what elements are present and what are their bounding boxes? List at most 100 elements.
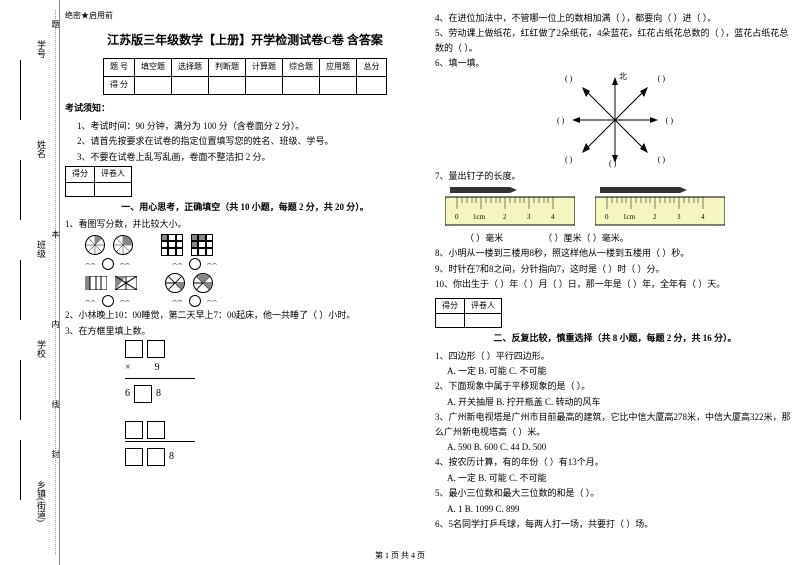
cell: 得分 <box>436 298 465 314</box>
digit: 9 <box>155 360 160 376</box>
fraction-grid <box>191 234 213 256</box>
svg-text:4: 4 <box>551 213 555 221</box>
marker: 内 <box>50 320 61 328</box>
cell: 评卷人 <box>95 167 132 183</box>
notice-item: 2、请首先按要求在试卷的指定位置填写您的姓名、班级、学号。 <box>65 134 425 148</box>
confidential-label: 绝密★启用前 <box>65 10 425 23</box>
svg-text:0: 0 <box>455 213 459 221</box>
compare-row: ⌢⌢⌢⌢ ⌢⌢⌢⌢ <box>85 258 425 271</box>
multiplication-problem: × 9 6 8 8 <box>125 340 425 466</box>
q5: 5、劳动课上做纸花，红红做了2朵纸花，4朵蓝花，红花占纸花总数的（ ），蓝花占纸… <box>435 26 795 55</box>
digit: 6 <box>125 386 130 402</box>
q2: 2、小林晚上10：00睡觉，第二天早上7：00起床，他一共睡了（ ）小时。 <box>65 308 425 322</box>
right-column: 4、在进位加法中，不管哪一位上的数相加满（ ），都要向（ ）进（ ）。 5、劳动… <box>435 10 795 532</box>
cell: 得分 <box>66 167 95 183</box>
cell: 得 分 <box>104 76 135 94</box>
ruler-answer-2: （ ）厘米（ ）毫米。 <box>543 231 629 245</box>
s2q1-opts: A. 一定 B. 可能 C. 不可能 <box>435 364 795 378</box>
cell: 题 号 <box>104 58 135 76</box>
table-row: 题 号 填空题 选择题 判断题 计算题 综合题 应用题 总分 <box>104 58 387 76</box>
page-footer: 第 1 页 共 4 页 <box>0 550 800 561</box>
s2q4-opts: A. 一定 B. 可能 C. 不可能 <box>435 471 795 485</box>
compare-row: ⌢⌢⌢⌢ ⌢⌢⌢⌢ <box>85 295 425 308</box>
digit: 8 <box>169 449 174 465</box>
cell: 填空题 <box>135 58 172 76</box>
marker: 封 <box>50 450 61 458</box>
fraction-circle <box>85 235 105 255</box>
fraction-circle <box>193 273 213 293</box>
q10: 10、你出生于（ ）年（ ）月（ ）日，那一年是（ ）年，全年有（ ）天。 <box>435 277 795 291</box>
svg-text:1cm: 1cm <box>473 213 486 221</box>
cell: 计算题 <box>246 58 283 76</box>
blank: ( ) <box>666 115 673 128</box>
cell: 总分 <box>357 58 387 76</box>
s2q2: 2、下面现象中属于平移现象的是（ ）。 <box>435 379 795 393</box>
score-table: 题 号 填空题 选择题 判断题 计算题 综合题 应用题 总分 得 分 <box>103 58 387 95</box>
s2q6: 6、5名同学打乒乓球，每两人打一场，共要打（ ）场。 <box>435 517 795 531</box>
svg-text:2: 2 <box>653 213 657 221</box>
blank: ( ) <box>565 73 572 86</box>
table-row: 得 分 <box>104 76 387 94</box>
mult-sign: × <box>125 360 131 376</box>
svg-text:2: 2 <box>503 213 507 221</box>
sidebar-line <box>20 160 21 220</box>
marker: 题 <box>50 20 61 28</box>
ruler-row: 0 1cm 2 3 4 0 1cm 2 3 4 <box>445 187 795 227</box>
marker: 线 <box>50 400 61 408</box>
svg-text:3: 3 <box>527 213 531 221</box>
scorer-table: 得分评卷人 <box>435 298 502 329</box>
sidebar-label: 学校 <box>35 340 48 358</box>
ruler-answer-1: （ ）毫米 <box>465 231 503 245</box>
sidebar-line <box>20 440 21 500</box>
q3: 3、在方框里填上数。 <box>65 324 425 338</box>
cell: 判断题 <box>209 58 246 76</box>
compass-north: 北 <box>619 71 627 84</box>
svg-text:4: 4 <box>701 213 705 221</box>
svg-text:3: 3 <box>677 213 681 221</box>
s2q4: 4、按农历计算，有的年份（ ）有13个月。 <box>435 455 795 469</box>
s2q2-opts: A. 开关抽屉 B. 拧开瓶盖 C. 转动的风车 <box>435 395 795 409</box>
q6: 6、填一填。 <box>435 56 795 70</box>
left-column: 绝密★启用前 江苏版三年级数学【上册】开学检测试卷C卷 含答案 题 号 填空题 … <box>65 10 425 532</box>
digit: 8 <box>156 386 161 402</box>
binding-sidebar: 学号 姓名 班级 学校 乡镇(街道) 题 本 内 线 封 <box>0 0 60 565</box>
q4: 4、在进位加法中，不管哪一位上的数相加满（ ），都要向（ ）进（ ）。 <box>435 11 795 25</box>
blank: ( ) <box>565 154 572 167</box>
sidebar-line <box>20 360 21 420</box>
q8: 8、小明从一楼到三楼用8秒，照这样他从一楼到五楼用（ ）秒。 <box>435 246 795 260</box>
sidebar-line <box>20 260 21 320</box>
blank: ( ) <box>557 115 564 128</box>
exam-title: 江苏版三年级数学【上册】开学检测试卷C卷 含答案 <box>65 31 425 50</box>
section1-title: 一、用心思考，正确填空（共 10 小题，每题 2 分，共 20 分）。 <box>65 200 425 214</box>
fraction-rect <box>85 276 107 290</box>
cell: 评卷人 <box>465 298 502 314</box>
shapes-row <box>85 273 425 293</box>
q9: 9、时针在7和8之间，分针指向7，这时是（ ）时（ ）分。 <box>435 262 795 276</box>
blank: ( ) <box>658 154 665 167</box>
sidebar-label: 乡镇(街道) <box>35 480 48 522</box>
s2q5: 5、最小三位数和最大三位数的和是（ ）。 <box>435 486 795 500</box>
notice-item: 3、不要在试卷上乱写乱画，卷面不整洁扣 2 分。 <box>65 150 425 164</box>
svg-text:1cm: 1cm <box>623 213 636 221</box>
sidebar-label: 姓名 <box>35 140 48 158</box>
fraction-circle <box>165 273 185 293</box>
s2q1: 1、四边形（ ）平行四边形。 <box>435 349 795 363</box>
sidebar-label: 班级 <box>35 240 48 258</box>
svg-text:0: 0 <box>605 213 609 221</box>
marker: 本 <box>50 230 61 238</box>
s2q5-opts: A. 1 B. 1099 C. 899 <box>435 502 795 516</box>
notice-item: 1、考试时间：90 分钟，满分为 100 分（含卷面分 2 分）。 <box>65 119 425 133</box>
notice-head: 考试须知： <box>65 101 425 115</box>
q7: 7、量出钉子的长度。 <box>435 169 795 183</box>
blank: ( ) <box>609 158 616 171</box>
fraction-circle <box>113 235 133 255</box>
cell: 综合题 <box>283 58 320 76</box>
cell: 应用题 <box>320 58 357 76</box>
ruler-1: 0 1cm 2 3 4 <box>445 187 575 227</box>
blank: ( ) <box>658 73 665 86</box>
shapes-row <box>85 234 425 256</box>
sidebar-label: 学号 <box>35 40 48 58</box>
sidebar-line <box>20 60 21 120</box>
dotted-line <box>55 10 56 555</box>
main-content: 绝密★启用前 江苏版三年级数学【上册】开学检测试卷C卷 含答案 题 号 填空题 … <box>65 10 795 532</box>
